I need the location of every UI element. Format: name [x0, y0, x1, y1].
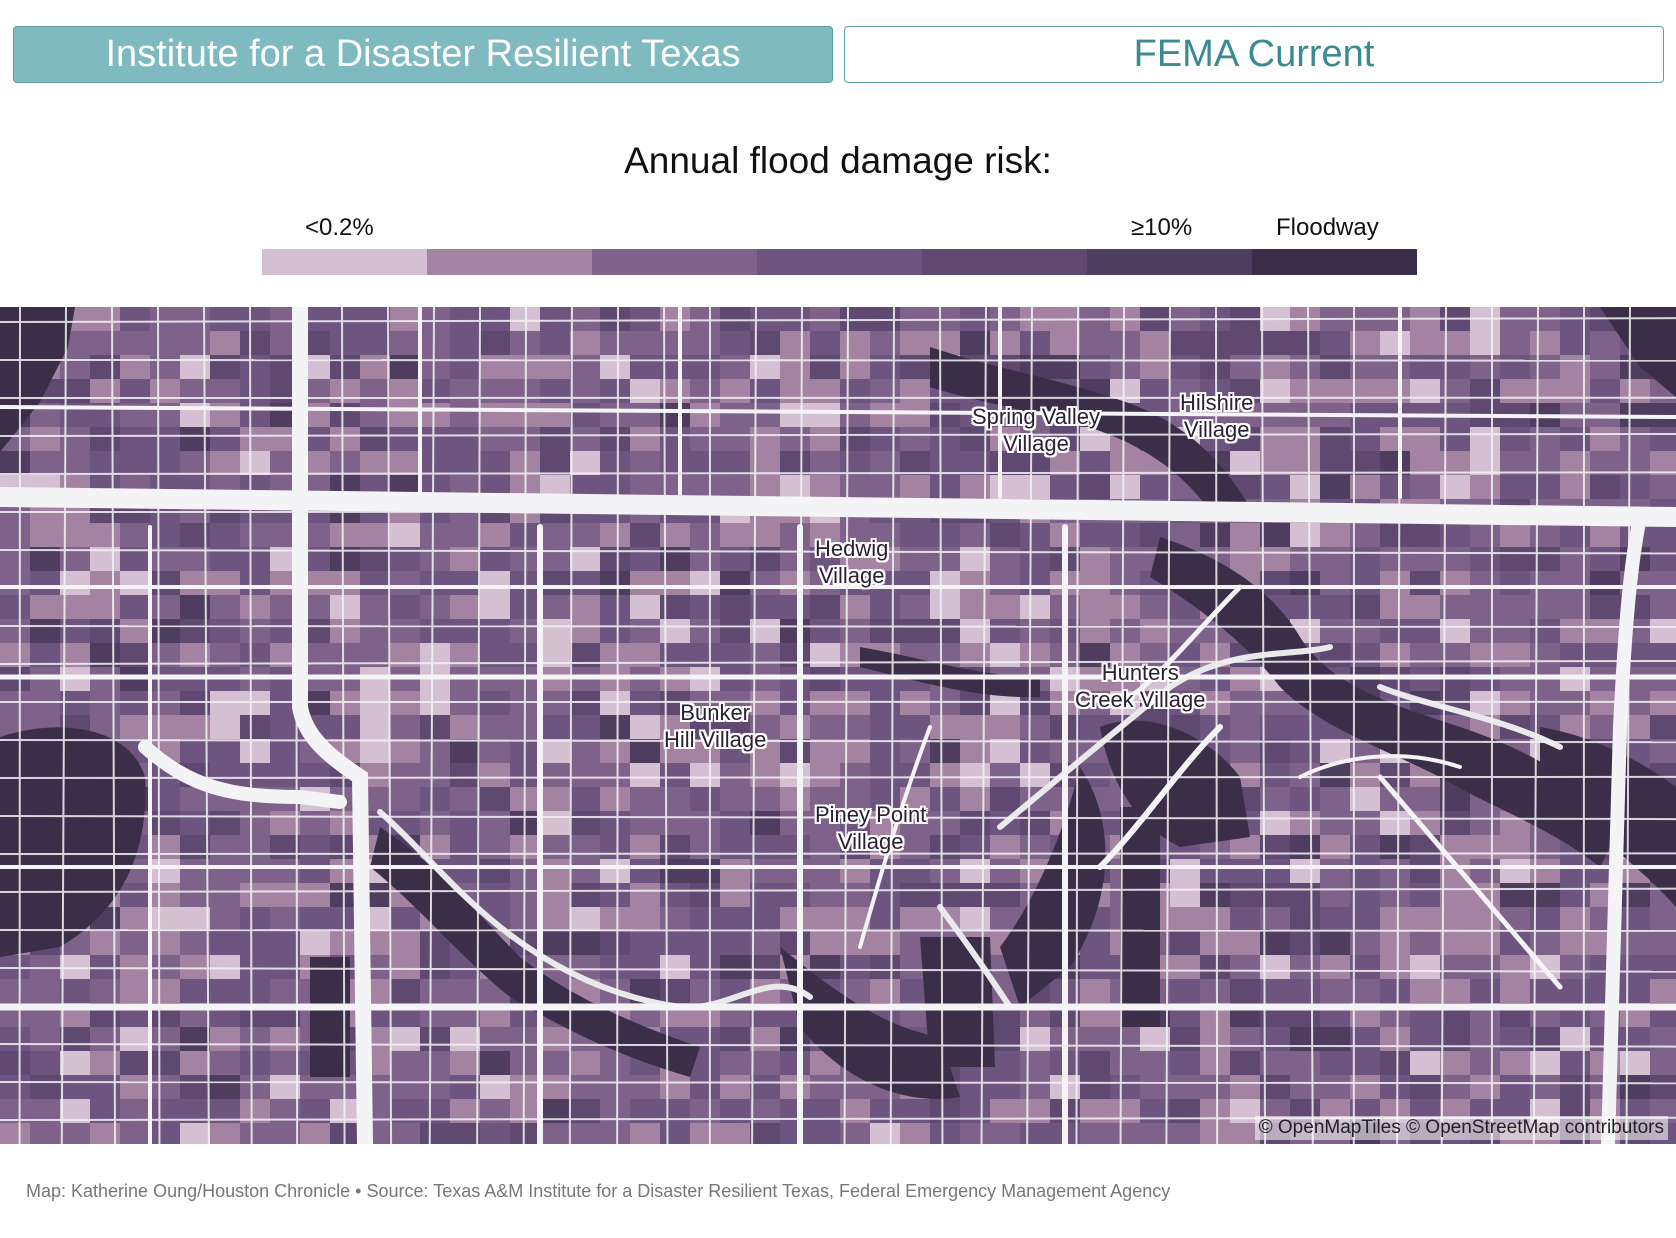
place-piney-point-village: Piney Point Village [815, 802, 927, 854]
legend-swatch-3 [592, 249, 757, 275]
source-credit: Map: Katherine Oung/Houston Chronicle • … [26, 1181, 1171, 1201]
legend-swatch-2 [427, 249, 592, 275]
place-hedwig-village: Hedwig Village [815, 536, 889, 588]
legend-swatch-6 [1087, 249, 1252, 275]
legend-floodway-label: Floodway [1276, 214, 1379, 241]
legend-swatch-5 [922, 249, 1087, 275]
legend-swatch-1 [262, 249, 427, 275]
place-hilshire-village: Hilshire Village [1180, 390, 1254, 442]
legend-low-label: <0.2% [305, 214, 374, 241]
flood-risk-map[interactable]: Spring Valley Village Hilshire Village H… [0, 307, 1676, 1144]
map-attribution[interactable]: © OpenMapTiles © OpenStreetMap contribut… [1254, 1116, 1668, 1140]
place-bunker-hill-village: Bunker Hill Village [664, 700, 767, 752]
tab-fema-current[interactable]: FEMA Current [844, 26, 1664, 83]
tab-idrt[interactable]: Institute for a Disaster Resilient Texas [13, 26, 833, 83]
legend-high-label: ≥10% [1131, 214, 1193, 241]
place-spring-valley-village: Spring Valley Village [972, 404, 1100, 456]
legend-swatch-7 [1252, 249, 1417, 275]
map-canvas[interactable] [0, 307, 1676, 1144]
legend-color-scale [262, 249, 1417, 275]
legend-title: Annual flood damage risk: [624, 140, 1052, 181]
legend-swatch-4 [757, 249, 922, 275]
place-hunters-creek-village: Hunters Creek Village [1075, 660, 1206, 712]
